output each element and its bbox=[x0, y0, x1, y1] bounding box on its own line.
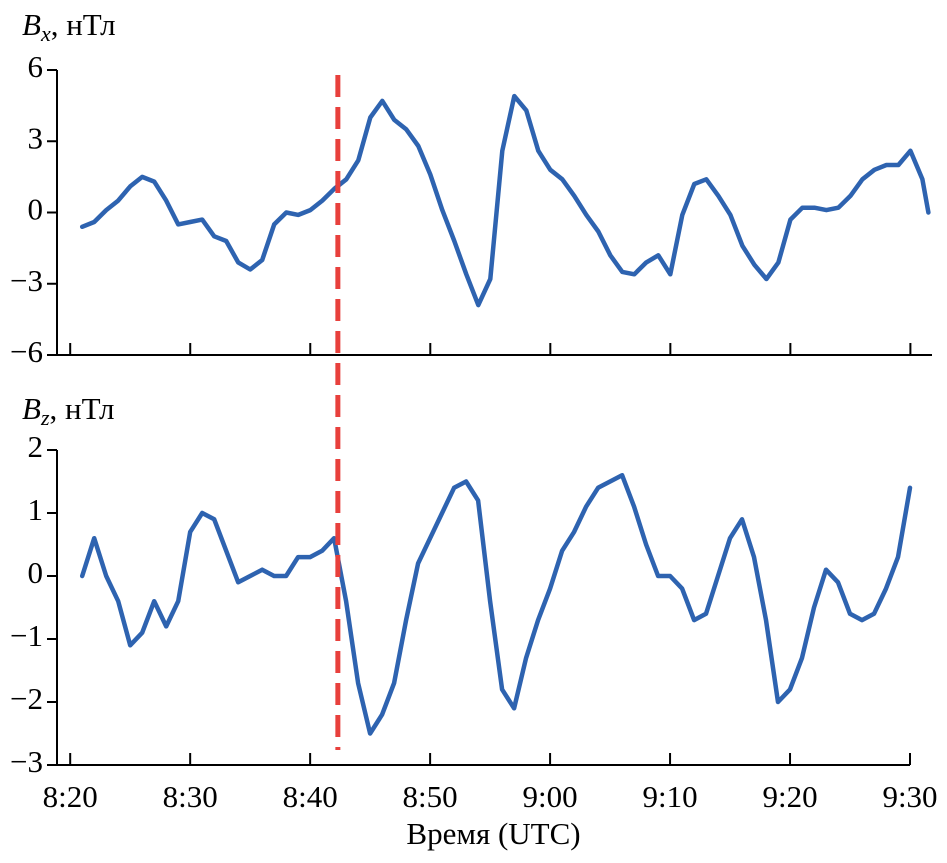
y-label-symbol: B bbox=[22, 7, 41, 42]
x-tick-label: 9:10 bbox=[642, 779, 697, 814]
y-label-unit: , нТл bbox=[50, 391, 115, 426]
data-line bbox=[79, 472, 913, 736]
y-tick-label: −6 bbox=[10, 334, 43, 369]
y-tick-label: 3 bbox=[28, 120, 44, 155]
y-label-subscript: x bbox=[40, 21, 51, 46]
y-tick-label: 0 bbox=[28, 555, 44, 590]
y-label-unit: , нТл bbox=[51, 7, 116, 42]
y-tick-label: −3 bbox=[10, 744, 43, 779]
y-tick-label: 0 bbox=[28, 192, 44, 227]
x-axis-label: Время (UTC) bbox=[406, 816, 580, 851]
y-axis-label: Bx, нТл bbox=[22, 7, 116, 46]
x-tick-label: 9:20 bbox=[762, 779, 817, 814]
y-axis-label: Bz, нТл bbox=[22, 391, 114, 430]
y-label-symbol: B bbox=[22, 391, 41, 426]
y-tick-label: −1 bbox=[10, 618, 43, 653]
y-tick-label: 6 bbox=[28, 49, 44, 84]
x-tick-label: 9:00 bbox=[523, 779, 578, 814]
x-tick-label: 8:30 bbox=[163, 779, 218, 814]
y-tick-label: −3 bbox=[10, 263, 43, 298]
x-tick-label: 8:50 bbox=[403, 779, 458, 814]
y-label-subscript: z bbox=[40, 405, 50, 430]
y-tick-label: 1 bbox=[28, 492, 44, 527]
y-tick-label: 2 bbox=[28, 429, 44, 464]
x-tick-label: 8:40 bbox=[283, 779, 338, 814]
x-tick-label: 8:20 bbox=[43, 779, 98, 814]
x-tick-label: 9:30 bbox=[882, 779, 937, 814]
y-tick-label: −2 bbox=[10, 681, 43, 716]
data-line bbox=[79, 93, 931, 308]
